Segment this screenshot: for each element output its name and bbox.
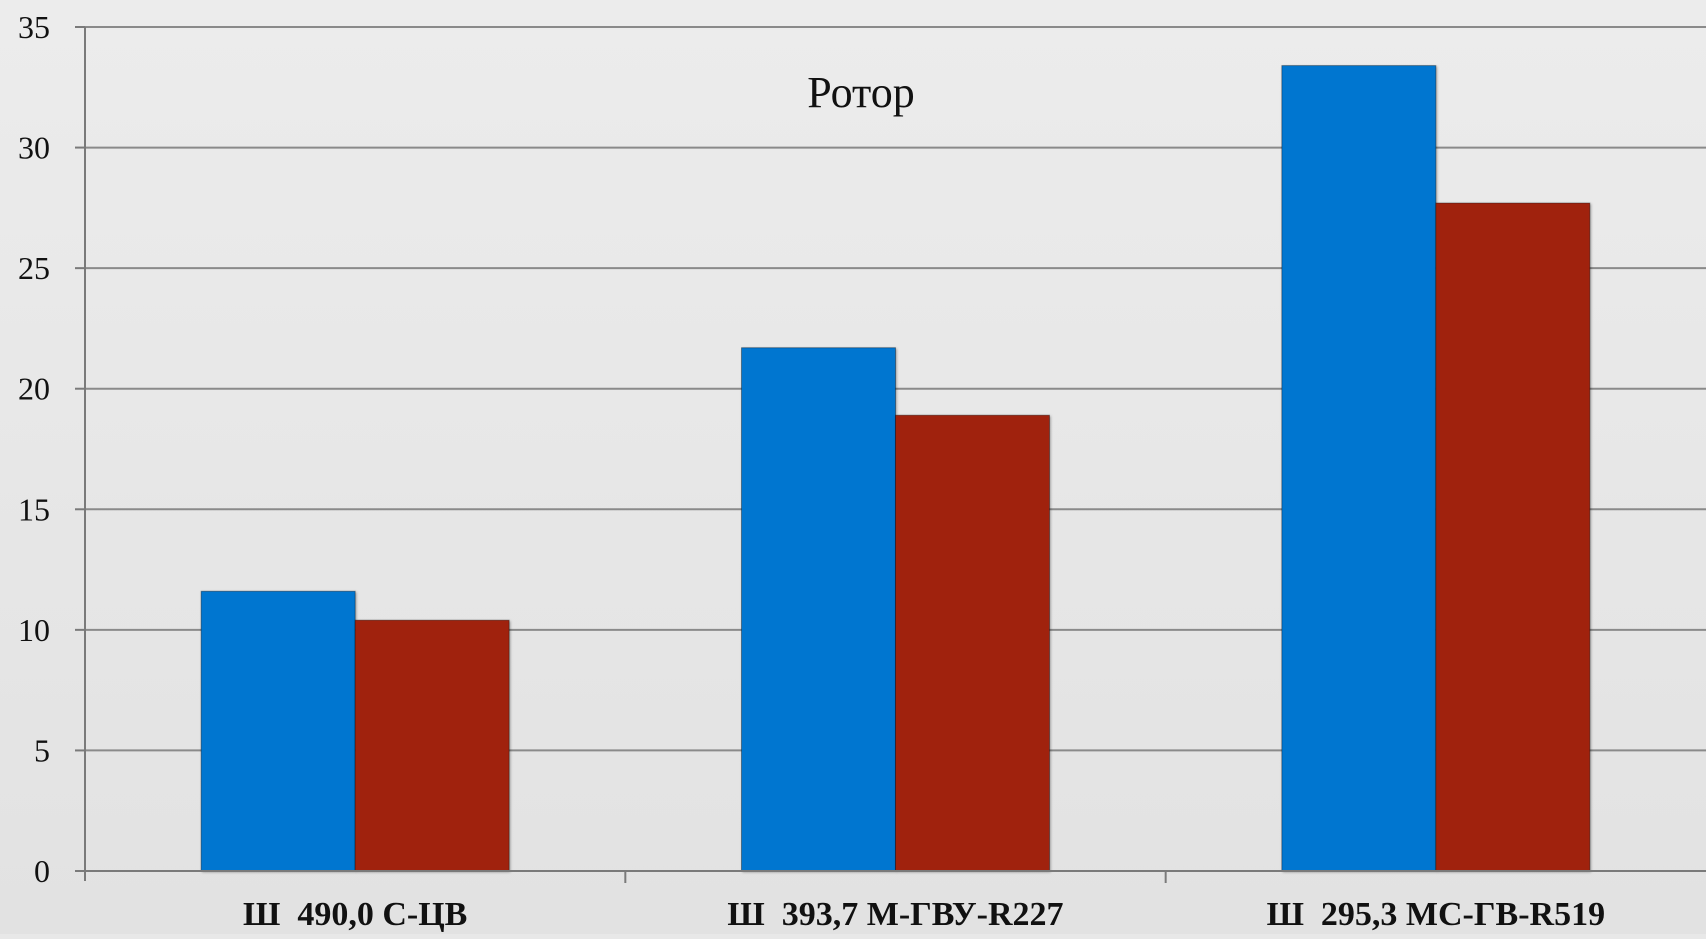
bar xyxy=(1281,65,1437,872)
y-tick-label: 35 xyxy=(18,9,50,45)
y-tick-label: 10 xyxy=(18,612,50,648)
y-tick-label: 25 xyxy=(18,250,50,286)
bar xyxy=(741,347,896,872)
bar xyxy=(895,414,1050,872)
y-tick-label: 30 xyxy=(18,130,50,166)
axes: 0 5 10 15 20 25 30 35 Ш 490,0 С-ЦВ Ш 393,7 М-ГВУ-… xyxy=(18,9,1706,933)
x-tick-label: Ш 393,7 М-ГВУ-R227 xyxy=(727,896,1063,933)
x-tick-label: Ш 490,0 С-ЦВ xyxy=(243,896,467,933)
bar xyxy=(354,619,510,872)
y-tick-label: 15 xyxy=(18,491,50,527)
y-tick-label: 0 xyxy=(34,853,50,889)
y-tick-label: 5 xyxy=(34,732,50,768)
x-tick-label: Ш 295,3 МС-ГВ-R519 xyxy=(1267,896,1606,933)
bar xyxy=(1435,202,1591,872)
y-tick-label: 20 xyxy=(18,371,50,407)
chart-title: Ротор xyxy=(807,68,914,117)
bar xyxy=(200,590,356,872)
